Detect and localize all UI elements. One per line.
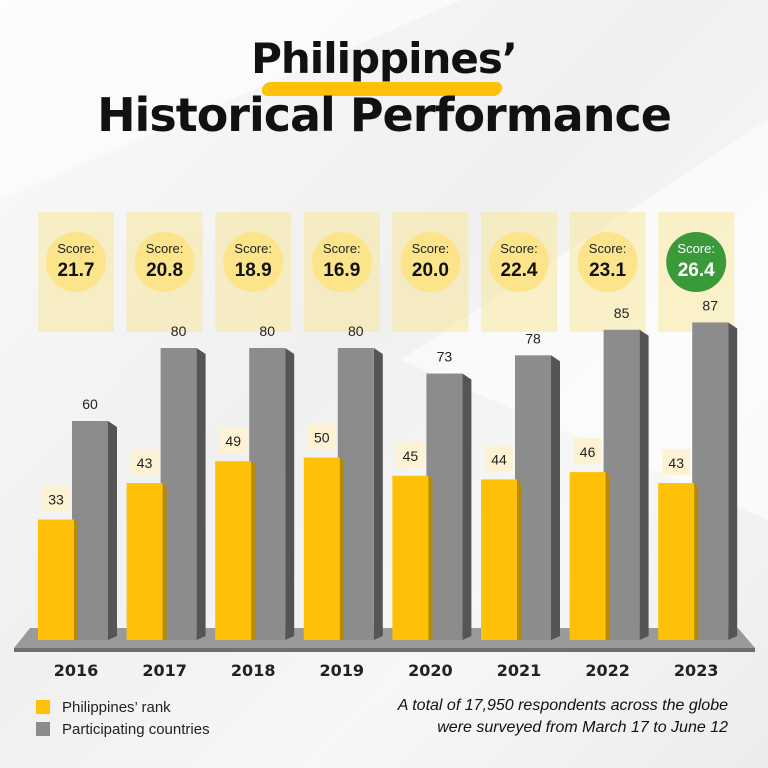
bar-side-rank-2017	[162, 483, 167, 640]
data-label-rank-2023: 43	[668, 455, 684, 471]
footnote: A total of 17,950 respondents across the…	[308, 695, 728, 739]
data-label-rank-2016: 33	[48, 492, 64, 508]
data-label-rank-2018: 49	[225, 433, 241, 449]
footnote-line2: were surveyed from March 17 to June 12	[437, 719, 728, 736]
score-badge-2023	[666, 232, 727, 292]
score-label-2021: Score:	[500, 241, 538, 256]
x-tick-label-2020: 2020	[408, 661, 453, 680]
bar-side-rank-2023	[694, 483, 699, 640]
score-label-2017: Score:	[146, 241, 184, 256]
data-label-participating-2021: 78	[525, 330, 541, 346]
bar-side-participating-2020	[462, 373, 472, 640]
data-label-rank-2020: 45	[403, 448, 419, 464]
bar-side-participating-2023	[728, 322, 738, 640]
bar-side-rank-2018	[251, 461, 256, 640]
bar-rank-2016	[38, 519, 74, 640]
bar-side-rank-2016	[74, 519, 78, 640]
score-label-2019: Score:	[323, 241, 361, 256]
score-badge-2019	[311, 232, 372, 292]
score-label-2022: Score:	[589, 241, 627, 256]
chart-floor-edge	[14, 648, 755, 652]
legend-swatch-participating	[36, 722, 50, 736]
bar-side-rank-2022	[605, 472, 610, 640]
score-value-2023: 26.4	[678, 260, 715, 281]
x-tick-label-2021: 2021	[497, 661, 542, 680]
bar-rank-2017	[126, 483, 163, 640]
score-badge-2022	[577, 232, 638, 292]
bar-side-participating-2016	[108, 421, 117, 640]
score-label-2023: Score:	[677, 241, 715, 256]
footnote-line1: A total of 17,950 respondents across the…	[397, 697, 728, 714]
data-label-rank-2019: 50	[314, 430, 330, 446]
data-label-participating-2022: 85	[614, 305, 630, 321]
bar-side-participating-2018	[285, 348, 295, 640]
score-value-2016: 21.7	[58, 260, 95, 281]
bar-rank-2020	[392, 475, 429, 640]
bar-side-participating-2021	[551, 355, 560, 640]
score-badge-2021	[489, 232, 549, 292]
bar-side-rank-2021	[517, 479, 521, 640]
score-label-2018: Score:	[234, 241, 272, 256]
data-label-bg-rank-2019	[307, 423, 336, 450]
x-tick-label-2017: 2017	[142, 661, 187, 680]
bar-rank-2018	[215, 461, 252, 640]
data-label-participating-2017: 80	[171, 323, 187, 339]
score-badge-2016	[46, 232, 106, 292]
chart-title-line1: Philippines’	[251, 34, 518, 83]
bar-rank-2021	[481, 479, 517, 640]
x-tick-label-2023: 2023	[674, 661, 719, 680]
legend: Philippines’ rank Participating countrie…	[36, 696, 210, 740]
bar-rank-2019	[303, 457, 340, 640]
data-label-bg-rank-2021	[485, 445, 513, 472]
score-value-2017: 20.8	[146, 260, 183, 281]
legend-item-participating: Participating countries	[36, 718, 210, 740]
legend-label-participating: Participating countries	[62, 720, 210, 738]
legend-swatch-rank	[36, 700, 50, 714]
x-tick-label-2016: 2016	[54, 661, 99, 680]
data-label-participating-2018: 80	[259, 323, 275, 339]
data-label-rank-2017: 43	[137, 455, 153, 471]
chart-title-line2: Historical Performance	[97, 88, 672, 142]
score-value-2020: 20.0	[412, 260, 449, 281]
data-label-participating-2023: 87	[702, 297, 718, 313]
x-tick-label-2022: 2022	[585, 661, 630, 680]
legend-item-rank: Philippines’ rank	[36, 696, 210, 718]
score-value-2018: 18.9	[235, 260, 272, 281]
data-label-bg-rank-2023	[662, 449, 691, 476]
data-label-rank-2021: 44	[491, 451, 507, 467]
score-label-2020: Score:	[412, 241, 450, 256]
bar-side-participating-2017	[196, 348, 206, 640]
data-label-bg-rank-2022	[573, 438, 602, 465]
x-tick-label-2018: 2018	[231, 661, 276, 680]
legend-label-rank: Philippines’ rank	[62, 698, 171, 716]
bar-side-participating-2019	[373, 348, 383, 640]
bar-side-participating-2022	[639, 329, 649, 640]
data-label-participating-2016: 60	[82, 396, 98, 412]
bar-rank-2022	[569, 472, 606, 640]
score-value-2022: 23.1	[589, 260, 626, 281]
score-label-2016: Score:	[57, 241, 95, 256]
data-label-participating-2019: 80	[348, 323, 364, 339]
data-label-bg-rank-2018	[219, 427, 248, 454]
data-label-rank-2022: 46	[580, 444, 596, 460]
score-value-2021: 22.4	[501, 260, 538, 281]
data-label-participating-2020: 73	[437, 349, 453, 365]
bar-side-rank-2019	[339, 457, 344, 640]
score-badge-2018	[223, 232, 284, 292]
data-label-bg-rank-2016	[42, 485, 70, 512]
x-tick-label-2019: 2019	[320, 661, 365, 680]
bar-side-rank-2020	[428, 475, 433, 640]
score-value-2019: 16.9	[323, 260, 360, 281]
score-badge-2020	[400, 232, 461, 292]
data-label-bg-rank-2020	[396, 441, 425, 468]
score-badge-2017	[134, 232, 195, 292]
bar-rank-2023	[658, 483, 695, 640]
data-label-bg-rank-2017	[130, 449, 159, 476]
